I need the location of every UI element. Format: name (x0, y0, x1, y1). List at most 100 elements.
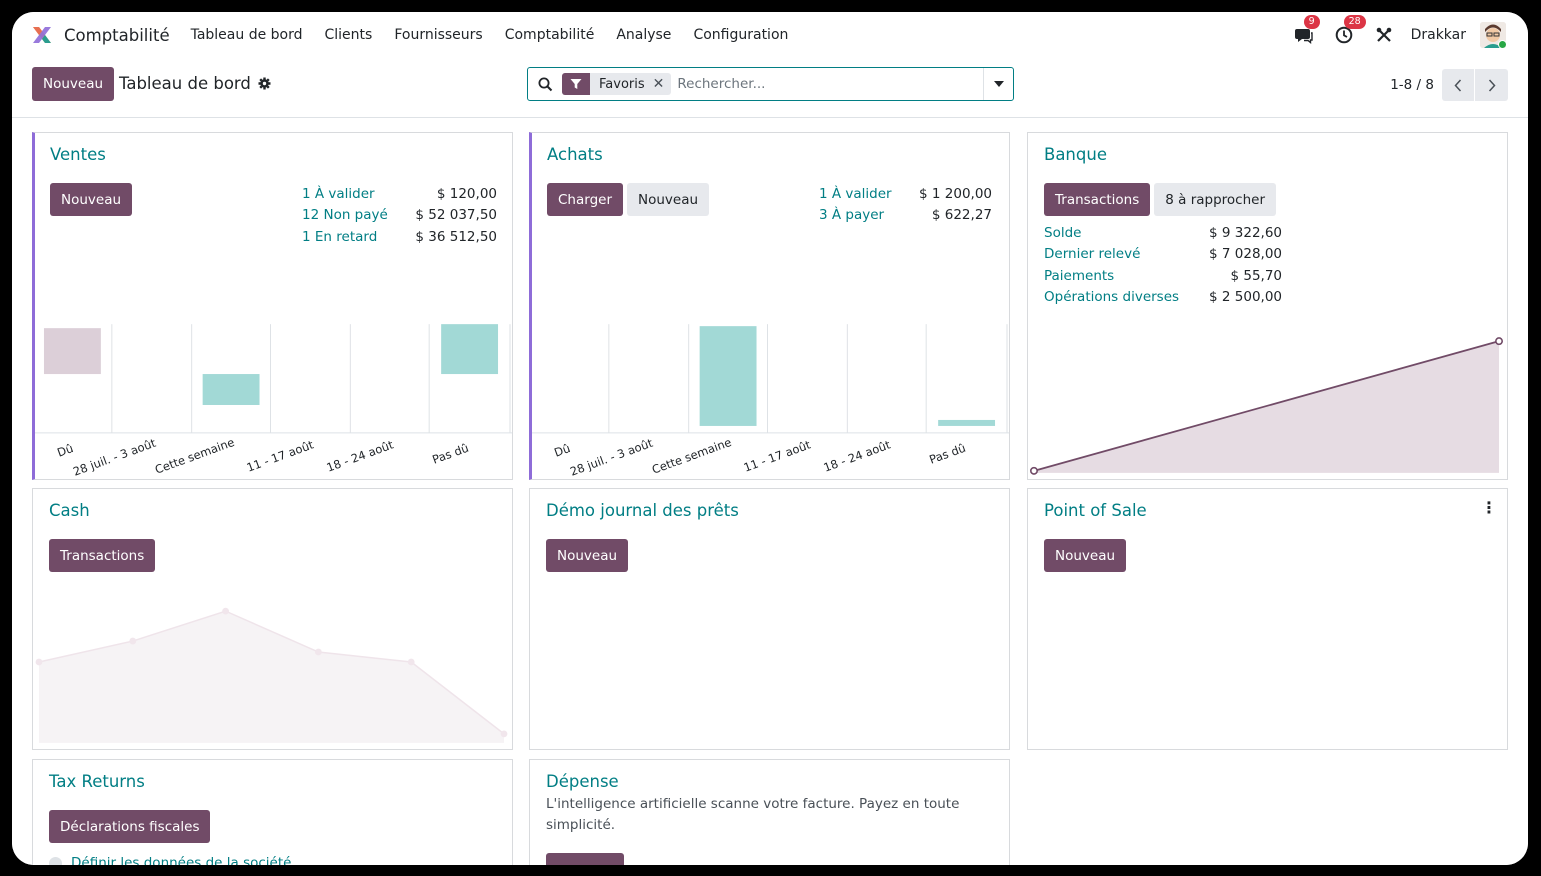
journal-title[interactable]: Ventes (50, 145, 106, 164)
stat-label[interactable]: Dernier relevé (1044, 246, 1141, 263)
journal-card-expense: Dépense L'intelligence artificielle scan… (529, 759, 1010, 865)
journal-title[interactable]: Cash (49, 501, 90, 520)
tools-icon (1376, 27, 1391, 42)
chart-bar-due[interactable] (43, 328, 101, 375)
search-facet: Favoris ✕ (562, 73, 672, 95)
filter-icon (562, 73, 590, 95)
reconcile-button[interactable]: 8 à rapprocher (1154, 183, 1277, 216)
menu-item-configuration[interactable]: Configuration (693, 27, 789, 43)
company-name[interactable]: Drakkar (1410, 27, 1466, 43)
card-actions: Nouveau (50, 183, 133, 216)
journal-title[interactable]: Dépense (546, 772, 619, 791)
online-status-dot (1498, 40, 1506, 48)
stat-label[interactable]: 1 À valider (819, 185, 892, 202)
stat-value: $ 52 037,50 (415, 207, 497, 224)
stat-row: Paiements $ 55,70 (1044, 265, 1282, 287)
search-input[interactable] (677, 76, 983, 92)
chart-point (129, 637, 137, 645)
journal-title[interactable]: Tax Returns (49, 772, 145, 791)
tools-button[interactable] (1373, 24, 1395, 46)
journal-stats: Solde $ 9 322,60 Dernier relevé $ 7 028,00… (1044, 222, 1282, 308)
tax-declarations-button[interactable]: Déclarations fiscales (49, 810, 211, 843)
user-avatar[interactable] (1480, 22, 1506, 48)
clock-icon (1335, 26, 1352, 44)
gear-icon[interactable] (258, 77, 271, 90)
stat-label[interactable]: 3 À payer (819, 207, 885, 224)
stat-value: $ 55,70 (1230, 267, 1282, 284)
app-window: Comptabilité Tableau de bord Clients Fou… (12, 12, 1528, 865)
stat-value: $ 2 500,00 (1209, 289, 1282, 306)
app-name: Comptabilité (64, 25, 170, 45)
activities-button[interactable]: 28 (1333, 15, 1366, 46)
stat-label[interactable]: Opérations diverses (1044, 289, 1180, 306)
step-status-icon (49, 856, 62, 865)
stat-label[interactable]: Paiements (1044, 267, 1115, 284)
chart-label: Cette semaine (153, 435, 236, 477)
journal-card-cash: Cash Transactions (32, 488, 513, 750)
upload-button[interactable]: Charger (547, 183, 623, 216)
journal-title[interactable]: Point of Sale (1044, 501, 1147, 520)
menu-item-reporting[interactable]: Analyse (616, 27, 672, 43)
journal-card-purchases: Achats Charger Nouveau 1 À valider $ 1 20… (529, 132, 1010, 480)
stat-row: 3 À payer $ 622,27 (819, 205, 992, 227)
journal-title[interactable]: Banque (1044, 145, 1107, 164)
stat-label[interactable]: Solde (1044, 224, 1082, 241)
transactions-button[interactable]: Transactions (1044, 183, 1151, 216)
chart-label: Pas dû (927, 441, 967, 467)
chart-bar-this-week[interactable] (202, 374, 260, 405)
new-invoice-button[interactable]: Nouveau (50, 183, 133, 216)
chart-bar-not-due[interactable] (938, 419, 996, 426)
journal-stats: 1 À valider $ 1 200,00 3 À payer $ 622,27 (819, 183, 992, 226)
main-menu: Tableau de bord Clients Fournisseurs Com… (180, 27, 800, 43)
card-actions: Charger Nouveau (547, 183, 710, 216)
card-actions: Transactions 8 à rapprocher (1044, 183, 1277, 216)
transactions-button[interactable]: Transactions (49, 539, 156, 572)
card-actions: Transactions (49, 539, 156, 572)
chart-point (407, 658, 415, 666)
chart-label: 28 juil. - 3 août (71, 436, 158, 478)
pager-value[interactable]: 1-8 / 8 (1390, 77, 1434, 93)
chart-label: 11 - 17 août (245, 437, 316, 474)
journal-title[interactable]: Démo journal des prêts (546, 501, 739, 520)
chart-point[interactable] (1495, 337, 1504, 346)
kebab-menu-icon[interactable]: ⋮ (1481, 498, 1497, 517)
pager-previous-button[interactable] (1442, 69, 1475, 101)
search-options-toggle[interactable] (983, 68, 1013, 100)
chart-label: 28 juil. - 3 août (568, 436, 655, 478)
stat-label[interactable]: 12 Non payé (302, 207, 388, 224)
control-panel: Nouveau Tableau de bord Favoris (12, 58, 1528, 118)
new-entry-button[interactable]: Nouveau (546, 539, 629, 572)
journal-card-bank: Banque Transactions 8 à rapprocher Solde… (1027, 132, 1508, 480)
stat-row: 1 À valider $ 120,00 (302, 183, 497, 205)
journal-title[interactable]: Achats (547, 145, 603, 164)
setup-company-link[interactable]: Définir les données de la société (71, 855, 292, 865)
card-actions: Nouveau (546, 539, 629, 572)
chart-label: 11 - 17 août (742, 437, 813, 474)
journal-dashboard: Ventes Nouveau 1 À valider $ 120,00 12 No… (12, 119, 1528, 865)
menu-item-dashboard[interactable]: Tableau de bord (190, 27, 303, 43)
bank-balance-line-chart (1029, 337, 1504, 475)
systray: 9 28 Drakkar (1275, 12, 1506, 58)
chart-bar-this-week[interactable] (699, 326, 757, 426)
stat-value: $ 120,00 (436, 185, 497, 202)
menu-item-vendors[interactable]: Fournisseurs (394, 27, 483, 43)
messaging-button[interactable]: 9 (1293, 15, 1320, 46)
chart-bar-not-due[interactable] (441, 324, 499, 375)
menu-item-accounting[interactable]: Comptabilité (504, 27, 595, 43)
upload-button-partial[interactable] (546, 853, 624, 865)
menu-item-customers[interactable]: Clients (324, 27, 373, 43)
journal-card-tax-returns: Tax Returns Déclarations fiscales Défini… (32, 759, 513, 865)
chart-point[interactable] (1029, 466, 1038, 475)
app-brand[interactable]: Comptabilité (31, 24, 170, 46)
pager-next-button[interactable] (1475, 69, 1508, 101)
remove-facet-icon[interactable]: ✕ (652, 76, 665, 92)
new-entry-button[interactable]: Nouveau (1044, 539, 1127, 572)
search-bar: Favoris ✕ (527, 67, 1014, 101)
chevron-right-icon (1488, 78, 1496, 92)
messages-badge: 9 (1303, 15, 1320, 29)
chart-point (500, 730, 508, 738)
stat-label[interactable]: 1 À valider (302, 185, 375, 202)
stat-label[interactable]: 1 En retard (302, 228, 378, 245)
new-button[interactable]: Nouveau (32, 67, 115, 101)
new-bill-button[interactable]: Nouveau (627, 183, 710, 216)
